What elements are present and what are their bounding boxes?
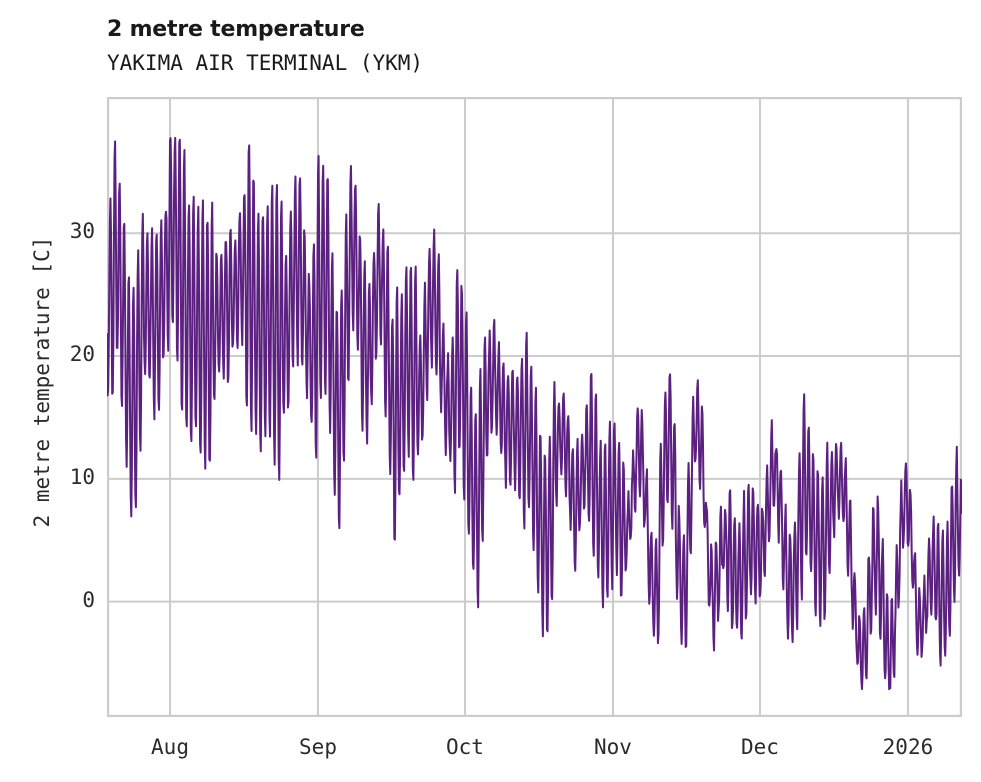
y-tick-label: 0 bbox=[82, 587, 95, 612]
x-tick-label: Aug bbox=[151, 735, 189, 759]
y-tick-label: 10 bbox=[69, 464, 95, 489]
x-tick-label: Dec bbox=[740, 735, 779, 759]
temperature-line-chart bbox=[107, 97, 962, 717]
x-tick-label: Sep bbox=[299, 735, 337, 759]
x-tick-label: Nov bbox=[594, 735, 632, 759]
plot-border bbox=[107, 97, 962, 717]
y-tick-label: 20 bbox=[69, 342, 95, 367]
x-tick-label: Oct bbox=[446, 735, 484, 759]
temperature-series-line bbox=[107, 136, 962, 691]
x-tick-label: 2026 bbox=[882, 735, 934, 759]
chart-subtitle: YAKIMA AIR TERMINAL (YKM) bbox=[107, 51, 424, 75]
y-tick-label: 30 bbox=[69, 219, 95, 244]
plot-area bbox=[107, 97, 962, 717]
page-title: 2 metre temperature bbox=[107, 17, 365, 42]
